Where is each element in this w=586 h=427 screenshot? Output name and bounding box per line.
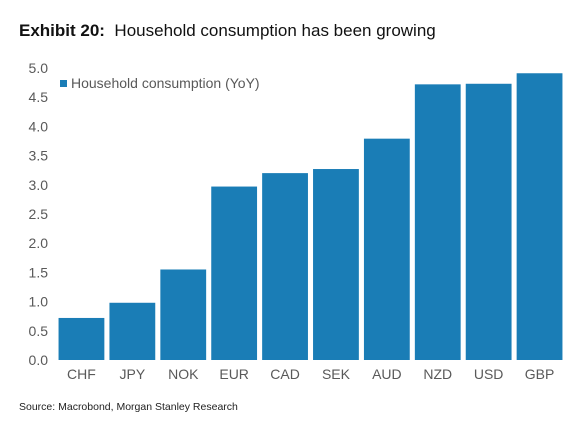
y-tick-label: 0.0	[29, 352, 49, 368]
exhibit-label: Exhibit 20:	[19, 21, 105, 40]
legend: Household consumption (YoY)	[60, 75, 260, 91]
y-axis: 0.0 0.5 1.0 1.5 2.0 2.5 3.0 3.5 4.0 4.5 5.0	[29, 60, 49, 368]
x-tick-label: AUD	[372, 366, 402, 382]
x-tick-label: CHF	[67, 366, 96, 382]
x-tick-label: GBP	[525, 366, 555, 382]
y-tick-label: 3.5	[29, 148, 49, 164]
bar-cad	[262, 173, 308, 360]
x-tick-label: SEK	[322, 366, 351, 382]
y-tick-label: 1.5	[29, 264, 49, 280]
bar-chf	[58, 317, 105, 360]
legend-swatch	[60, 79, 67, 87]
y-tick-label: 2.5	[29, 206, 49, 222]
bar-usd	[465, 83, 512, 360]
source-note: Source: Macrobond, Morgan Stanley Resear…	[19, 401, 238, 413]
bar-jpy	[109, 302, 156, 360]
bar-aud	[363, 138, 410, 360]
x-axis: CHF JPY NOK EUR CAD SEK AUD NZD USD GBP	[67, 366, 554, 382]
bar-nok	[160, 269, 207, 360]
y-tick-label: 4.0	[29, 118, 49, 134]
bars	[58, 73, 563, 361]
y-tick-label: 5.0	[29, 60, 49, 76]
x-tick-label: CAD	[270, 366, 300, 382]
y-tick-label: 0.5	[29, 323, 49, 339]
x-tick-label: EUR	[219, 366, 249, 382]
y-tick-label: 3.0	[29, 177, 49, 193]
y-tick-label: 2.0	[29, 235, 49, 251]
y-tick-label: 1.0	[29, 294, 49, 310]
legend-label: Household consumption (YoY)	[71, 75, 260, 91]
y-tick-label: 4.5	[29, 89, 49, 105]
bar-nzd	[414, 84, 461, 361]
page-title: Household consumption has been growing	[114, 21, 436, 40]
x-tick-label: JPY	[120, 366, 146, 382]
bar-gbp	[516, 73, 563, 361]
x-tick-label: USD	[474, 366, 504, 382]
bar-sek	[313, 169, 359, 360]
exhibit-title: Exhibit 20: Household consumption has be…	[19, 21, 436, 41]
x-tick-label: NOK	[168, 366, 199, 382]
bar-eur	[211, 186, 258, 360]
x-tick-label: NZD	[423, 366, 452, 382]
